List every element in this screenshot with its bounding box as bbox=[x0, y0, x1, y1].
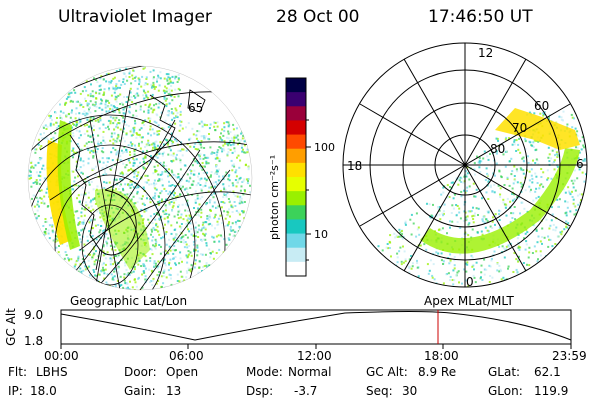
lat-label-60: 60 bbox=[534, 99, 549, 113]
gain-value: 13 bbox=[166, 384, 182, 398]
mlt-label-0: 0 bbox=[466, 275, 474, 289]
geographic-image bbox=[27, 65, 253, 291]
flt-label: Flt: bbox=[8, 365, 27, 379]
altitude-curve bbox=[60, 311, 572, 341]
colorbar-swatch bbox=[286, 191, 306, 206]
mlt-label-18: 18 bbox=[347, 159, 362, 173]
mlt-label-12: 12 bbox=[478, 46, 493, 60]
right-panel-label: Apex MLat/MLT bbox=[424, 294, 514, 308]
seq-value: 30 bbox=[402, 384, 418, 398]
dsp-value: -3.7 bbox=[294, 384, 318, 398]
time-label: 17:46:50 UT bbox=[428, 7, 533, 27]
colorbar: 100 10 photon cm⁻²s⁻¹ bbox=[268, 77, 335, 277]
altitude-xtick-0: 00:00 bbox=[44, 349, 79, 363]
colorbar-swatch bbox=[286, 92, 306, 107]
polar-plot: 12 18 6 0 60 70 80 bbox=[342, 42, 588, 289]
glon-label: GLon: bbox=[488, 384, 523, 398]
mode-value: Normal bbox=[288, 365, 332, 379]
glon-value: 119.9 bbox=[534, 384, 569, 398]
glat-value: 62.1 bbox=[534, 365, 561, 379]
auroral-band bbox=[57, 120, 80, 250]
seq-label: Seq: bbox=[366, 384, 393, 398]
altitude-ytick-top: 9.0 bbox=[24, 308, 44, 322]
altitude-plot-frame bbox=[60, 309, 572, 345]
polar-emission-speckle bbox=[377, 110, 587, 287]
colorbar-swatch bbox=[286, 78, 306, 93]
mode-label: Mode: bbox=[246, 365, 283, 379]
altitude-xtick-1: 06:00 bbox=[169, 349, 204, 363]
coastline bbox=[69, 89, 206, 271]
polar-grid bbox=[342, 42, 588, 288]
geo-grid-lat-label: 65 bbox=[188, 101, 204, 115]
auroral-oval-bright bbox=[495, 108, 580, 150]
colorbar-tick-label-100: 100 bbox=[314, 141, 335, 154]
mlt-label-6: 6 bbox=[576, 157, 584, 171]
left-panel-label: Geographic Lat/Lon bbox=[70, 294, 188, 308]
colorbar-swatch bbox=[286, 177, 306, 192]
flt-value: LBHS bbox=[36, 365, 68, 379]
glat-label: GLat: bbox=[488, 365, 521, 379]
colorbar-swatch bbox=[286, 134, 306, 150]
colorbar-swatch bbox=[286, 162, 306, 178]
ip-label: IP: bbox=[8, 384, 23, 398]
door-label: Door: bbox=[124, 365, 157, 379]
auroral-oval bbox=[420, 148, 580, 254]
altitude-xtick-3: 18:00 bbox=[424, 349, 459, 363]
colorbar-gradient bbox=[286, 78, 306, 277]
colorbar-swatch bbox=[286, 233, 306, 249]
altitude-ytick-bottom: 1.8 bbox=[24, 334, 44, 348]
gcalt-label: GC Alt: bbox=[366, 365, 408, 379]
lat-label-70: 70 bbox=[512, 121, 527, 135]
date-label: 28 Oct 00 bbox=[276, 7, 360, 27]
ip-value: 18.0 bbox=[30, 384, 57, 398]
colorbar-tick-label-10: 10 bbox=[314, 228, 328, 241]
colorbar-swatch bbox=[286, 261, 306, 277]
geographic-emission-speckle bbox=[28, 66, 251, 290]
altitude-xtick-4: 23:59 bbox=[552, 349, 587, 363]
auroral-patch bbox=[95, 188, 150, 270]
colorbar-swatch bbox=[286, 106, 306, 122]
door-value: Open bbox=[166, 365, 199, 379]
dsp-label: Dsp: bbox=[246, 384, 274, 398]
colorbar-unit-label: photon cm⁻²s⁻¹ bbox=[268, 155, 281, 240]
colorbar-swatch bbox=[286, 205, 306, 221]
gcalt-value: 8.9 Re bbox=[418, 365, 457, 379]
instrument-title: Ultraviolet Imager bbox=[58, 7, 212, 27]
altitude-plot bbox=[60, 309, 572, 349]
colorbar-swatch bbox=[286, 120, 306, 136]
lat-label-80: 80 bbox=[490, 142, 505, 156]
altitude-xtick-2: 12:00 bbox=[297, 349, 332, 363]
colorbar-swatch bbox=[286, 247, 306, 263]
gain-label: Gain: bbox=[124, 384, 156, 398]
colorbar-swatch bbox=[286, 148, 306, 164]
colorbar-swatch bbox=[286, 219, 306, 235]
altitude-ylabel: GC Alt bbox=[3, 308, 18, 346]
